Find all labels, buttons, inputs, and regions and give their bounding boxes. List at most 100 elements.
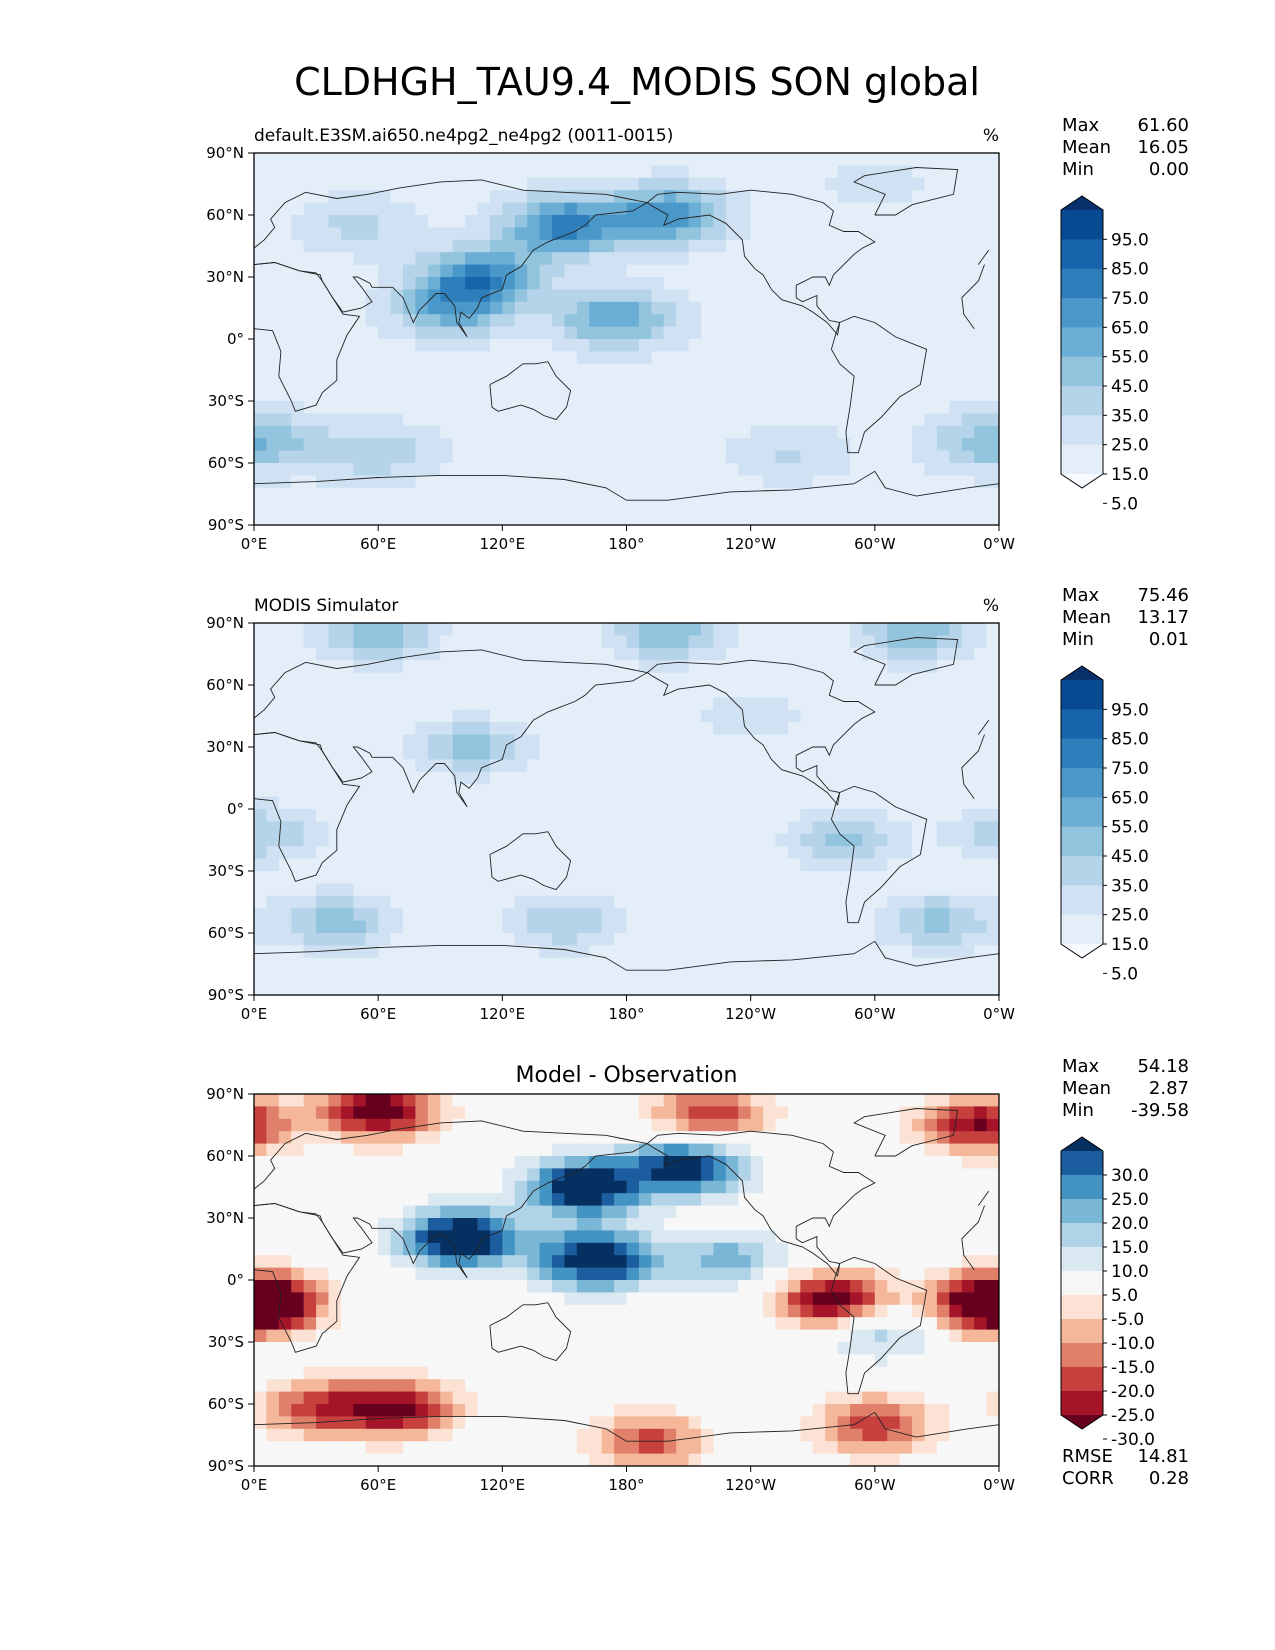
stat-value: 61.60 <box>1137 115 1189 136</box>
stat-value: 54.18 <box>1137 1056 1189 1077</box>
panel-title: Model - Observation <box>516 1063 738 1088</box>
coastline <box>254 940 999 971</box>
colorbar-extend-bottom <box>1061 1415 1103 1429</box>
colorbar-segment <box>1061 268 1103 299</box>
x-tick-label: 0°W <box>983 535 1015 553</box>
x-tick-label: 180° <box>608 535 644 553</box>
colorbar-segment <box>1061 826 1103 857</box>
colorbar-tick-label: -20.0 <box>1111 1382 1155 1402</box>
coastline <box>830 315 928 454</box>
colorbar-tick-label: 55.0 <box>1111 348 1149 368</box>
y-tick-label: 60°N <box>206 676 244 694</box>
coastlines <box>254 637 999 971</box>
coastline <box>489 1302 572 1362</box>
y-tick-label: 0° <box>227 330 244 348</box>
colorbar: 30.0 25.0 20.0 15.0 10.0 5.0 -5.0 -10.0 -15.0 -20… <box>1060 1136 1155 1450</box>
coastline <box>254 262 361 412</box>
x-tick-label: 120°E <box>480 1476 526 1494</box>
colorbar-tick-label: 30.0 <box>1111 1166 1149 1186</box>
colorbar-tick-label: 45.0 <box>1111 377 1149 397</box>
y-tick-label: 30°N <box>206 738 244 756</box>
colorbar-segment <box>1061 1343 1103 1368</box>
colorbar-segment <box>1061 856 1103 886</box>
colorbar-tick-label: 5.0 <box>1111 1286 1138 1306</box>
coastline <box>977 249 990 265</box>
stat-value: 0.00 <box>1149 159 1189 180</box>
colorbar-segment <box>1061 914 1103 945</box>
coastline <box>489 361 572 421</box>
y-tick-label: 90°S <box>208 1457 244 1475</box>
colorbar-tick-label: -30.0 <box>1111 1430 1155 1450</box>
coastline <box>646 1130 876 1277</box>
x-tick-label: 0°E <box>241 535 268 553</box>
colorbar-tick-label: 75.0 <box>1111 289 1149 309</box>
y-tick-label: 30°N <box>206 268 244 286</box>
stat-label: Mean <box>1062 1078 1111 1099</box>
colorbar-tick-label: 15.0 <box>1111 465 1149 485</box>
colorbar-tick-label: 20.0 <box>1111 1214 1149 1234</box>
coastline <box>853 167 959 216</box>
stat-label: Max <box>1062 585 1100 606</box>
corr-value: 0.28 <box>1149 1468 1189 1489</box>
colorbar-tick-label: -25.0 <box>1111 1406 1155 1426</box>
y-tick-label: 30°N <box>206 1209 244 1227</box>
coastline <box>961 734 985 799</box>
colorbar-segment <box>1061 1367 1103 1392</box>
coastline <box>254 470 999 501</box>
coastlines <box>254 167 999 501</box>
x-tick-label: 60°E <box>360 1476 396 1494</box>
stat-value: 13.17 <box>1137 607 1189 628</box>
x-tick-label: 120°E <box>480 1005 526 1023</box>
coastline <box>961 264 985 329</box>
colorbar-tick-label: 55.0 <box>1111 818 1149 838</box>
stat-value: 0.01 <box>1149 629 1189 650</box>
colorbar-tick-label: 35.0 <box>1111 876 1149 896</box>
stat-label: Min <box>1062 159 1094 180</box>
x-tick-label: 60°W <box>854 535 896 553</box>
stat-label: Max <box>1062 1056 1100 1077</box>
colorbar-tick-label: -5.0 <box>1111 1310 1144 1330</box>
colorbar-segment <box>1061 239 1103 270</box>
map-field <box>254 153 999 525</box>
colorbar-tick-label: -15.0 <box>1111 1358 1155 1378</box>
units-label: % <box>983 596 999 616</box>
colorbar-segment <box>1061 444 1103 475</box>
coastline <box>853 1108 959 1157</box>
x-tick-label: 60°E <box>360 1005 396 1023</box>
x-tick-label: 60°E <box>360 535 396 553</box>
panel-title: MODIS Simulator <box>254 596 398 616</box>
colorbar-segment <box>1061 356 1103 387</box>
stat-value: 75.46 <box>1137 585 1189 606</box>
x-tick-label: 60°W <box>854 1476 896 1494</box>
y-tick-label: 30°S <box>208 392 244 410</box>
coastline <box>830 785 928 924</box>
x-tick-label: 0°W <box>983 1005 1015 1023</box>
colorbar-tick-label: 45.0 <box>1111 847 1149 867</box>
coastline <box>254 1203 361 1353</box>
colorbar-extend-top <box>1061 666 1103 680</box>
stat-label: Min <box>1062 629 1094 650</box>
colorbar-tick-label: 65.0 <box>1111 318 1149 338</box>
coastline <box>254 179 649 338</box>
colorbar-segment <box>1061 709 1103 740</box>
map-field <box>254 1094 999 1466</box>
colorbar-segment <box>1061 1151 1103 1176</box>
coastline <box>254 1411 999 1442</box>
coastline <box>646 189 876 336</box>
colorbar-segment <box>1061 738 1103 769</box>
colorbar-tick-label: 25.0 <box>1111 436 1149 456</box>
x-tick-label: 60°W <box>854 1005 896 1023</box>
colorbar-segment <box>1061 210 1103 240</box>
colorbar-extend-top <box>1061 196 1103 210</box>
colorbar-segment <box>1061 298 1103 328</box>
colorbar-tick-label: 95.0 <box>1111 230 1149 250</box>
colorbar-tick-label: 75.0 <box>1111 759 1149 779</box>
coastlines <box>254 1108 999 1442</box>
colorbar-segment <box>1061 768 1103 798</box>
colorbar-tick-label: 85.0 <box>1111 260 1149 280</box>
coastline <box>853 637 959 686</box>
map-field <box>254 623 999 995</box>
y-tick-label: 90°N <box>206 614 244 632</box>
x-tick-label: 0°E <box>241 1476 268 1494</box>
